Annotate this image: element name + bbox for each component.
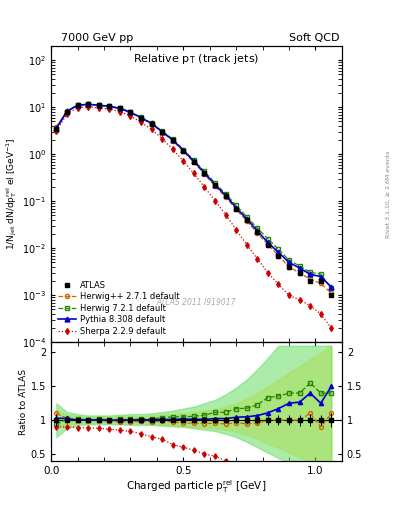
Text: 7000 GeV pp: 7000 GeV pp bbox=[61, 33, 133, 44]
Legend: ATLAS, Herwig++ 2.7.1 default, Herwig 7.2.1 default, Pythia 8.308 default, Sherp: ATLAS, Herwig++ 2.7.1 default, Herwig 7.… bbox=[55, 278, 182, 338]
Text: Soft QCD: Soft QCD bbox=[290, 33, 340, 44]
Text: Rivet 3.1.10, ≥ 2.6M events: Rivet 3.1.10, ≥ 2.6M events bbox=[386, 151, 391, 238]
Text: ATLAS 2011 I919017: ATLAS 2011 I919017 bbox=[157, 298, 236, 307]
Text: Relative p$_{\rm T}$ (track jets): Relative p$_{\rm T}$ (track jets) bbox=[133, 52, 260, 66]
X-axis label: Charged particle p$^{\rm rel}_{\rm T}$ [GeV]: Charged particle p$^{\rm rel}_{\rm T}$ [… bbox=[127, 478, 266, 495]
Y-axis label: Ratio to ATLAS: Ratio to ATLAS bbox=[19, 369, 28, 435]
Y-axis label: 1/N$_{\rm jet}$ dN/dp$^{\rm rel}_{\rm T}$ el [GeV$^{-1}$]: 1/N$_{\rm jet}$ dN/dp$^{\rm rel}_{\rm T}… bbox=[5, 138, 19, 250]
